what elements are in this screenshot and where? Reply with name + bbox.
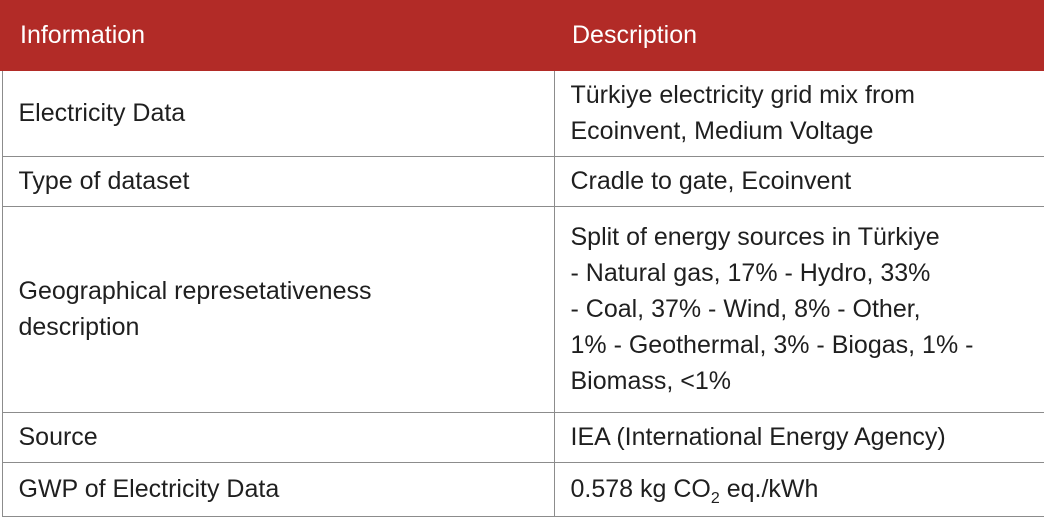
description-line: Cradle to gate, Ecoinvent xyxy=(571,163,1044,199)
description-line: 1% - Geothermal, 3% - Biogas, 1% - xyxy=(571,327,1044,363)
information-cell: Type of dataset xyxy=(2,156,554,206)
gwp-unit-text: eq./kWh xyxy=(720,475,819,503)
description-line: Split of energy sources in Türkiye xyxy=(571,219,1044,255)
description-cell: 0.578 kg CO2 eq./kWh xyxy=(554,462,1044,516)
information-cell: Electricity Data xyxy=(2,70,554,156)
description-line: IEA (International Energy Agency) xyxy=(571,419,1044,455)
information-cell: GWP of Electricity Data xyxy=(2,462,554,516)
table-row: Geographical represetativeness descripti… xyxy=(2,206,1044,412)
column-header-information: Information xyxy=(2,0,554,70)
co2-subscript: 2 xyxy=(711,490,720,507)
gwp-value-text: 0.578 kg CO xyxy=(571,475,711,503)
table-row: Type of dataset Cradle to gate, Ecoinven… xyxy=(2,156,1044,206)
table-row: GWP of Electricity Data 0.578 kg CO2 eq.… xyxy=(2,462,1044,516)
description-cell: Türkiye electricity grid mix from Ecoinv… xyxy=(554,70,1044,156)
table-header-row: Information Description xyxy=(2,0,1044,70)
column-header-description: Description xyxy=(554,0,1044,70)
information-cell: Geographical represetativeness descripti… xyxy=(2,206,554,412)
description-line: Biomass, <1% xyxy=(571,363,1044,399)
information-cell: Source xyxy=(2,412,554,462)
table-row: Electricity Data Türkiye electricity gri… xyxy=(2,70,1044,156)
description-cell: Split of energy sources in Türkiye - Nat… xyxy=(554,206,1044,412)
description-cell: IEA (International Energy Agency) xyxy=(554,412,1044,462)
description-line: Ecoinvent, Medium Voltage xyxy=(571,113,1044,149)
description-line: Türkiye electricity grid mix from xyxy=(571,77,1044,113)
description-line: - Coal, 37% - Wind, 8% - Other, xyxy=(571,291,1044,327)
description-cell: Cradle to gate, Ecoinvent xyxy=(554,156,1044,206)
table-row: Source IEA (International Energy Agency) xyxy=(2,412,1044,462)
description-line: - Natural gas, 17% - Hydro, 33% xyxy=(571,255,1044,291)
information-line: description xyxy=(19,309,554,345)
information-line: Geographical represetativeness xyxy=(19,273,554,309)
